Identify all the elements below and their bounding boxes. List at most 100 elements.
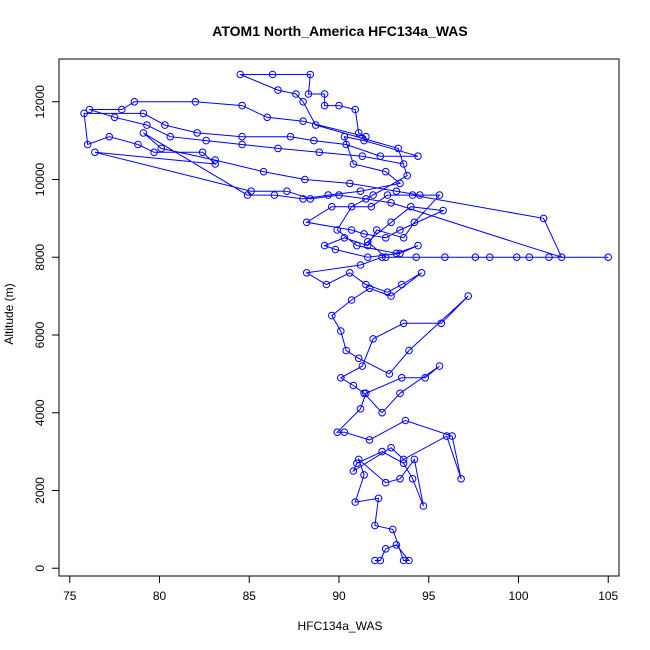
data-point — [238, 132, 246, 141]
data-point — [335, 191, 343, 199]
data-point — [392, 541, 401, 549]
data-point — [351, 105, 360, 114]
data-point — [299, 117, 307, 125]
x-tick-label: 105 — [598, 589, 618, 603]
data-point — [369, 335, 377, 343]
data-point — [315, 148, 324, 157]
data-point — [85, 105, 94, 114]
data-point — [301, 175, 309, 184]
data-point — [139, 129, 148, 137]
data-point — [342, 140, 351, 149]
data-point — [292, 90, 300, 98]
data-point — [604, 253, 613, 262]
data-point — [394, 144, 403, 153]
data-point — [342, 346, 351, 355]
data-point — [83, 140, 92, 149]
data-point — [381, 234, 390, 242]
data-point — [320, 241, 329, 250]
data-point — [358, 152, 367, 160]
series-line — [83, 74, 609, 561]
data-point — [437, 319, 446, 328]
data-point — [421, 374, 430, 382]
data-point — [512, 253, 521, 262]
data-point — [311, 121, 320, 129]
data-point — [299, 98, 307, 106]
data-point — [356, 187, 365, 195]
data-point — [407, 202, 415, 211]
data-point — [396, 475, 404, 483]
data-point — [448, 432, 456, 440]
data-point — [387, 443, 395, 452]
data-point — [381, 253, 390, 262]
data-point — [372, 226, 381, 234]
data-point — [363, 241, 372, 250]
data-point — [310, 136, 318, 145]
y-tick-label: 12000 — [33, 85, 47, 119]
data-point — [333, 428, 342, 437]
data-point — [346, 179, 354, 188]
data-point — [442, 432, 451, 440]
data-point — [362, 132, 370, 141]
data-point — [383, 288, 392, 297]
data-point — [396, 249, 404, 258]
data-point — [398, 374, 406, 382]
data-point — [405, 556, 413, 565]
data-point — [381, 478, 390, 487]
data-point — [387, 199, 395, 207]
data-point — [161, 121, 169, 129]
data-point — [408, 191, 417, 199]
data-point — [360, 389, 368, 398]
y-axis: 0 2000 4000 6000 8000 10000 12000 — [33, 85, 60, 572]
data-point — [328, 311, 336, 320]
data-point — [441, 253, 449, 262]
y-tick-label: 0 — [33, 565, 47, 572]
data-point — [435, 362, 444, 370]
data-point — [353, 241, 361, 250]
data-point — [414, 241, 422, 250]
data-point — [419, 502, 428, 510]
data-point — [333, 226, 342, 234]
data-point — [374, 494, 383, 503]
data-point — [274, 86, 282, 94]
data-point — [392, 249, 401, 258]
x-axis-label: HFC134a_WAS — [298, 619, 383, 633]
data-point — [435, 191, 444, 199]
data-point — [354, 455, 363, 464]
data-point — [354, 129, 363, 137]
data-point — [378, 408, 386, 417]
data-point — [143, 121, 151, 129]
data-point — [464, 292, 473, 300]
data-point — [306, 195, 315, 203]
data-point — [193, 129, 201, 137]
data-point — [399, 556, 408, 565]
data-point — [349, 467, 358, 475]
data-point — [381, 167, 390, 176]
data-point — [362, 195, 370, 203]
data-point — [457, 475, 465, 483]
data-point — [340, 428, 349, 437]
data-point — [270, 191, 279, 199]
data-point — [405, 346, 413, 355]
x-tick-label: 100 — [508, 589, 528, 603]
y-tick-label: 6000 — [33, 321, 47, 348]
data-point — [360, 136, 368, 145]
x-tick-label: 90 — [332, 589, 346, 603]
data-point — [130, 98, 139, 106]
data-point — [399, 234, 408, 242]
data-point — [211, 160, 219, 168]
data-point — [302, 269, 311, 277]
data-point — [360, 230, 368, 238]
data-point — [150, 148, 158, 157]
data-point — [371, 521, 379, 530]
x-tick-label: 80 — [153, 589, 167, 603]
y-tick-label: 2000 — [33, 477, 47, 504]
data-point — [118, 105, 126, 114]
data-point — [91, 148, 99, 157]
data-point — [396, 226, 404, 234]
series-group — [80, 70, 613, 565]
data-point — [557, 253, 566, 262]
data-point — [363, 237, 372, 246]
data-point — [396, 389, 404, 398]
data-point — [396, 179, 404, 188]
